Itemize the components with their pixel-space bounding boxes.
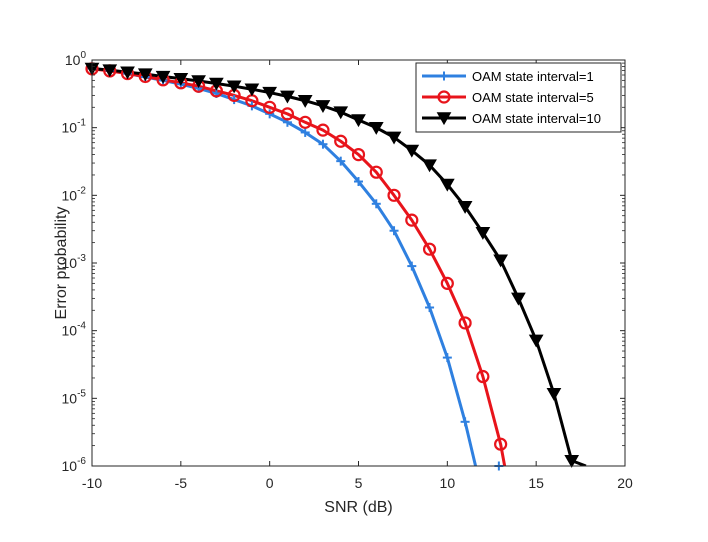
legend-marker	[439, 71, 449, 81]
x-tick-label: 0	[266, 475, 274, 491]
data-point	[407, 261, 417, 271]
data-point	[476, 369, 490, 384]
data-point	[244, 83, 260, 97]
data-point	[475, 227, 491, 240]
x-axis-label: SNR (dB)	[324, 499, 392, 516]
data-point	[368, 121, 384, 135]
data-point	[137, 68, 153, 82]
data-point	[460, 417, 470, 427]
data-point	[422, 159, 437, 173]
y-tick-label: 10-5	[62, 388, 87, 406]
data-point	[493, 254, 508, 268]
data-point	[564, 454, 580, 468]
legend-marker	[437, 90, 451, 104]
data-point	[315, 100, 331, 114]
data-point	[371, 199, 381, 209]
x-tick-label: 20	[617, 475, 633, 491]
y-tick-label: 10-2	[62, 185, 87, 203]
data-point	[494, 437, 508, 451]
data-point	[458, 316, 472, 330]
data-point	[389, 226, 399, 236]
data-point	[316, 123, 330, 137]
data-point	[425, 302, 435, 312]
data-point	[351, 114, 366, 128]
legend-item: OAM state interval=1	[422, 69, 594, 84]
data-point	[405, 213, 419, 227]
y-tick-label: 10-1	[62, 118, 87, 136]
data-point	[457, 200, 473, 214]
data-point	[354, 177, 363, 187]
data-point	[209, 77, 224, 91]
data-point	[120, 66, 135, 80]
y-axis-label: Error probability	[53, 207, 70, 320]
y-tick-label: 10-6	[62, 456, 87, 474]
legend-label: OAM state interval=5	[472, 90, 594, 105]
data-point	[298, 115, 312, 129]
data-point	[422, 242, 437, 256]
legend: OAM state interval=1 OAM state interval=5…	[415, 62, 622, 133]
y-tick-label: 10-3	[62, 253, 87, 271]
data-point	[369, 165, 383, 179]
data-point	[280, 107, 295, 121]
data-point	[336, 156, 346, 166]
data-point	[386, 131, 402, 145]
legend-label: OAM state interval=1	[472, 69, 594, 84]
data-point	[546, 388, 562, 401]
data-point	[262, 86, 278, 100]
legend-item: OAM state interval=5	[422, 90, 594, 105]
x-tick-label: -10	[82, 475, 102, 491]
data-point	[263, 100, 277, 114]
y-axis: 10-6 10-5 10-4 10-3 10-2 10-1 100	[62, 50, 625, 474]
data-point	[173, 72, 189, 86]
y-tick-label: 10-4	[62, 321, 87, 339]
data-point	[404, 144, 420, 158]
data-point	[318, 139, 328, 149]
data-point	[297, 95, 313, 108]
x-tick-label: 5	[355, 475, 363, 491]
data-point	[511, 292, 526, 306]
data-point	[333, 106, 349, 120]
legend-marker	[436, 112, 452, 126]
x-axis: -10 -5 0 5 10 15 20	[82, 60, 633, 491]
data-point	[280, 90, 295, 104]
data-point	[226, 80, 242, 94]
data-point	[334, 134, 348, 148]
data-point	[528, 334, 544, 348]
data-point	[191, 75, 206, 89]
data-point	[387, 188, 401, 202]
data-point	[440, 276, 454, 290]
series-markers	[84, 62, 580, 471]
legend-label: OAM state interval=10	[472, 111, 601, 126]
data-point	[351, 147, 366, 162]
data-point	[155, 70, 171, 84]
data-point	[439, 178, 455, 192]
x-tick-label: 10	[440, 475, 456, 491]
data-point	[442, 353, 452, 363]
data-point	[102, 64, 118, 78]
legend-item: OAM state interval=10	[422, 111, 601, 126]
x-tick-label: -5	[175, 475, 188, 491]
data-point	[300, 127, 310, 137]
x-tick-label: 15	[528, 475, 544, 491]
y-tick-label: 100	[65, 50, 87, 68]
